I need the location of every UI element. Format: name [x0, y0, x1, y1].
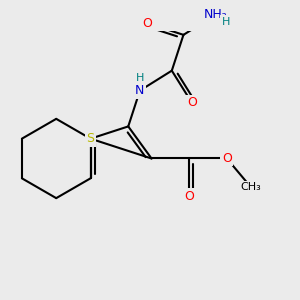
Text: O: O	[187, 96, 197, 109]
Text: O: O	[222, 152, 232, 165]
Text: O: O	[143, 17, 153, 30]
Text: CH₃: CH₃	[241, 182, 261, 192]
Text: NH₂: NH₂	[203, 8, 227, 21]
Text: H: H	[136, 73, 144, 82]
Text: N: N	[135, 84, 145, 97]
Text: O: O	[184, 190, 194, 202]
Text: H: H	[221, 17, 230, 27]
Text: S: S	[86, 132, 94, 145]
